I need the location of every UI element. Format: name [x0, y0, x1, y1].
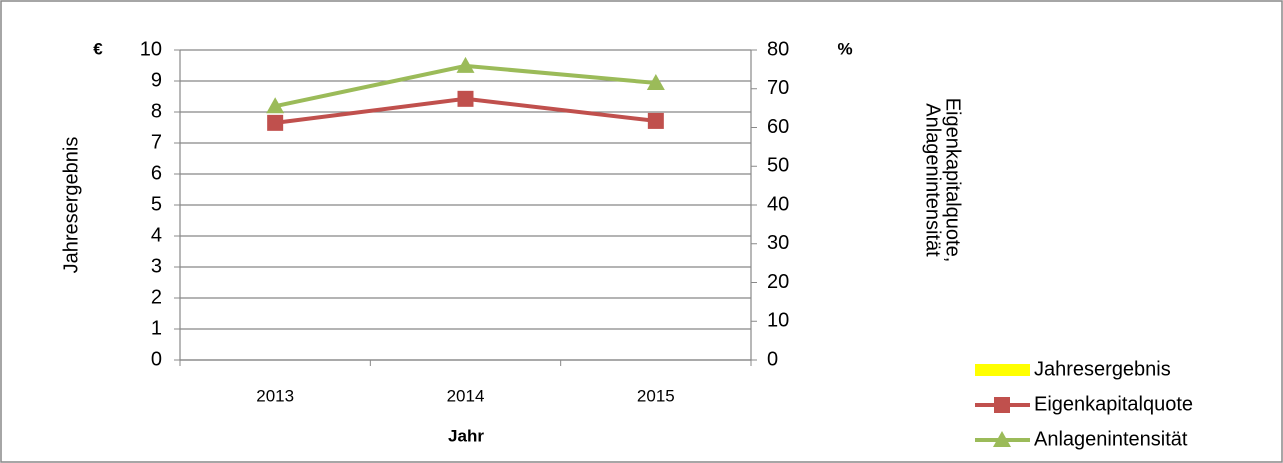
- y2-tick-label: 20: [767, 271, 789, 293]
- y2-tick-label: 40: [767, 193, 789, 215]
- y2-tick-label: 80: [767, 38, 789, 60]
- y-tick-label: 4: [151, 224, 162, 246]
- point: [993, 431, 1011, 447]
- point: [994, 397, 1010, 413]
- y2-tick-label: 60: [767, 116, 789, 138]
- point: [646, 73, 665, 90]
- point: [457, 90, 474, 107]
- y-tick-label: 5: [151, 193, 162, 215]
- y-tick-label: 6: [151, 162, 162, 184]
- legend-label: Eigenkapitalquote: [1034, 393, 1193, 415]
- x-tick-label: 2013: [256, 386, 294, 405]
- x-tick-label: 2014: [447, 386, 485, 405]
- y2-tick-label: 30: [767, 232, 789, 254]
- legend-label: Anlagenintensität: [1034, 428, 1188, 450]
- y2-tick-label: 10: [767, 310, 789, 332]
- y2-axis-label: Eigenkapitalquote,: [942, 98, 964, 263]
- point: [647, 112, 664, 129]
- y-tick-label: 2: [151, 286, 162, 308]
- y2-tick-label: 0: [767, 348, 778, 370]
- y-unit: €: [93, 39, 103, 58]
- y-tick-label: 1: [151, 317, 162, 339]
- legend-label: Jahresergebnis: [1034, 358, 1171, 380]
- y-tick-label: 8: [151, 100, 162, 122]
- y-tick-label: 9: [151, 69, 162, 91]
- y-tick-label: 3: [151, 255, 162, 277]
- legend-swatch: [975, 364, 1030, 376]
- x-tick-label: 2015: [637, 386, 675, 405]
- y2-axis-label: Anlagenintensität: [922, 103, 944, 257]
- y2-tick-label: 50: [767, 155, 789, 177]
- y2-unit: %: [837, 39, 852, 58]
- point: [266, 97, 285, 114]
- y-tick-label: 10: [140, 38, 162, 60]
- y-tick-label: 7: [151, 131, 162, 153]
- y2-tick-label: 70: [767, 77, 789, 99]
- point: [267, 114, 284, 131]
- point: [456, 56, 475, 73]
- y-axis-label: Jahresergebnis: [60, 137, 82, 274]
- y-tick-label: 0: [151, 348, 162, 370]
- x-axis-label: Jahr: [448, 426, 484, 445]
